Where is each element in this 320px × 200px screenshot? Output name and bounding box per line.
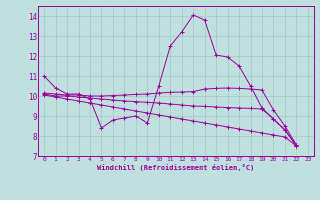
X-axis label: Windchill (Refroidissement éolien,°C): Windchill (Refroidissement éolien,°C) [97, 164, 255, 171]
